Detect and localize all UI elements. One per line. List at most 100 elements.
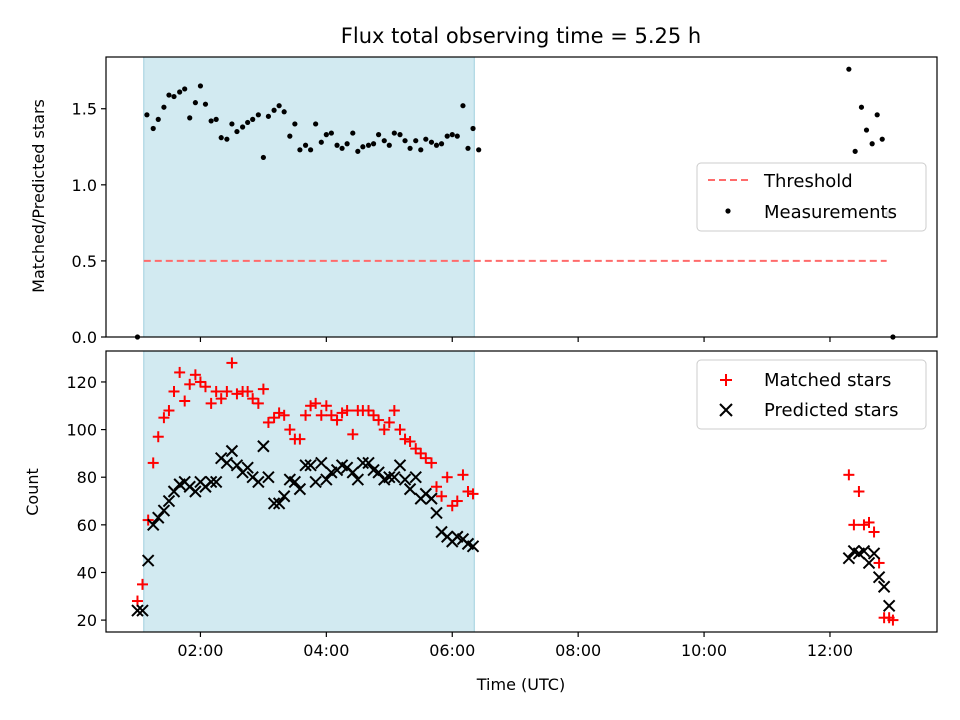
y-tick-label: 20 bbox=[77, 611, 97, 630]
predicted-star-point bbox=[293, 482, 307, 496]
matched-star-point bbox=[221, 385, 233, 397]
matched-star-point bbox=[310, 397, 322, 409]
measurement-point bbox=[240, 124, 246, 130]
measurement-point bbox=[846, 66, 852, 72]
measurement-point bbox=[879, 136, 885, 142]
measurement-point bbox=[365, 142, 372, 148]
measurement-point bbox=[355, 148, 361, 154]
matched-star-point bbox=[205, 397, 217, 409]
measurement-point bbox=[465, 145, 471, 151]
matched-star-point bbox=[168, 385, 180, 397]
matched-star-point bbox=[300, 409, 312, 421]
predicted-star-point bbox=[346, 466, 359, 479]
matched-star-point bbox=[199, 381, 211, 393]
predicted-star-point bbox=[857, 544, 871, 558]
measurement-point bbox=[339, 145, 345, 151]
matched-star-point bbox=[184, 378, 196, 390]
x-tick-label: 06:00 bbox=[429, 641, 475, 660]
measurements-legend-swatch bbox=[725, 208, 731, 214]
measurement-point bbox=[460, 103, 466, 109]
matched-star-point bbox=[226, 357, 238, 369]
top-legend: Threshold Measurements bbox=[696, 162, 927, 232]
matched-star-point bbox=[383, 416, 395, 428]
y-tick-label: 80 bbox=[77, 468, 97, 487]
y-tick-label: 100 bbox=[66, 421, 97, 440]
predicted-star-point bbox=[230, 459, 244, 472]
measurements-legend-label: Measurements bbox=[764, 202, 897, 223]
predicted-star-point bbox=[272, 497, 286, 510]
matched-star-point bbox=[373, 414, 385, 426]
x-tick-label: 08:00 bbox=[555, 641, 601, 660]
measurement-point bbox=[155, 116, 161, 122]
matched-star-point bbox=[336, 407, 348, 419]
matched-star-point bbox=[363, 405, 375, 417]
predicted-star-point bbox=[398, 473, 412, 486]
measurement-point bbox=[370, 141, 377, 147]
measurement-point bbox=[438, 141, 445, 147]
matched-star-point bbox=[457, 469, 469, 481]
y-tick-label: 40 bbox=[77, 563, 97, 582]
matched-star-point bbox=[320, 400, 332, 412]
matched-star-point bbox=[294, 433, 306, 445]
matched-star-point bbox=[410, 443, 422, 455]
predicted-star-point bbox=[372, 466, 385, 479]
matched-star-point bbox=[137, 578, 149, 590]
measurement-point bbox=[281, 109, 287, 115]
top-y-axis-label: Matched/Predicted stars bbox=[29, 99, 48, 293]
measurement-point bbox=[874, 112, 880, 118]
measurement-point bbox=[166, 92, 172, 98]
bottom-panel: 20 40 60 80 100 120 02:00 04:00 06:00 08:00 10:00… bbox=[23, 350, 938, 694]
measurement-point bbox=[255, 112, 261, 118]
measurement-point bbox=[344, 141, 350, 147]
predicted-star-point bbox=[842, 551, 856, 565]
predicted-star-point bbox=[393, 459, 407, 472]
predicted-star-point bbox=[131, 604, 144, 617]
matched-star-point bbox=[368, 409, 380, 421]
matched-star-point bbox=[179, 395, 191, 407]
matched-star-point bbox=[887, 614, 899, 626]
predicted-star-point bbox=[141, 554, 155, 567]
top-legend-box bbox=[696, 162, 927, 232]
measurement-point bbox=[197, 83, 204, 89]
predicted-star-point bbox=[409, 471, 422, 484]
predicted-star-point bbox=[136, 604, 149, 617]
predicted-star-point bbox=[466, 540, 480, 553]
measurement-point bbox=[470, 125, 476, 132]
matched-star-point bbox=[420, 452, 432, 464]
measurement-point bbox=[276, 103, 282, 109]
matched-star-point bbox=[147, 457, 159, 469]
bottom-x-ticks: 02:00 04:00 06:00 08:00 10:00 12:00 bbox=[177, 632, 853, 660]
matched-star-point bbox=[843, 469, 855, 481]
measurement-point bbox=[187, 115, 193, 121]
measurement-point bbox=[144, 112, 150, 118]
matched-star-point bbox=[247, 393, 259, 405]
measurement-point bbox=[265, 113, 272, 119]
predicted-star-point bbox=[304, 459, 317, 472]
predicted-legend-swatch bbox=[719, 403, 733, 417]
predicted-star-point bbox=[152, 511, 165, 524]
matched-star-point bbox=[451, 495, 463, 507]
measurement-point bbox=[313, 121, 319, 127]
y-tick-label: 60 bbox=[77, 516, 97, 535]
matched-star-point bbox=[284, 424, 296, 436]
bottom-legend: Matched stars Predicted stars bbox=[696, 359, 927, 430]
matched-star-point bbox=[858, 519, 870, 531]
predicted-star-point bbox=[167, 485, 181, 498]
predicted-star-point bbox=[257, 440, 270, 453]
measurement-point bbox=[423, 136, 429, 142]
measurement-point bbox=[229, 121, 235, 127]
measurement-point bbox=[323, 132, 329, 138]
measurement-point bbox=[863, 127, 870, 133]
predicted-star-point bbox=[288, 475, 302, 489]
predicted-star-point bbox=[225, 444, 239, 458]
matched-star-point bbox=[262, 416, 274, 428]
matched-star-point bbox=[194, 376, 206, 388]
measurement-point bbox=[260, 154, 266, 161]
measurement-point bbox=[234, 128, 240, 135]
matched-star-point bbox=[305, 400, 317, 412]
predicted-stars-series bbox=[131, 440, 896, 617]
matched-star-point bbox=[467, 488, 479, 500]
matched-star-point bbox=[152, 431, 164, 443]
measurement-point bbox=[213, 116, 219, 122]
